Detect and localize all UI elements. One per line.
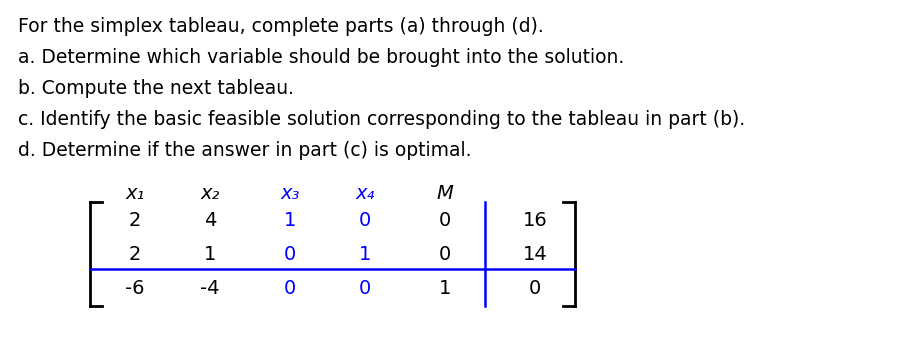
Text: For the simplex tableau, complete parts (a) through (d).: For the simplex tableau, complete parts … <box>18 17 544 36</box>
Text: 2: 2 <box>129 210 141 230</box>
Text: 0: 0 <box>359 278 371 297</box>
Text: x₃: x₃ <box>281 184 300 203</box>
Text: 0: 0 <box>359 210 371 230</box>
Text: M: M <box>437 184 453 203</box>
Text: -4: -4 <box>200 278 219 297</box>
Text: b. Compute the next tableau.: b. Compute the next tableau. <box>18 79 294 98</box>
Text: a. Determine which variable should be brought into the solution.: a. Determine which variable should be br… <box>18 48 624 67</box>
Text: 1: 1 <box>204 245 217 264</box>
Text: 0: 0 <box>284 245 296 264</box>
Text: 2: 2 <box>129 245 141 264</box>
Text: d. Determine if the answer in part (c) is optimal.: d. Determine if the answer in part (c) i… <box>18 141 472 160</box>
Text: 0: 0 <box>439 210 452 230</box>
Text: x₄: x₄ <box>356 184 375 203</box>
Text: x₁: x₁ <box>125 184 144 203</box>
Text: 16: 16 <box>523 210 547 230</box>
Text: 4: 4 <box>204 210 217 230</box>
Text: 1: 1 <box>439 278 452 297</box>
Text: x₂: x₂ <box>200 184 219 203</box>
Text: 1: 1 <box>284 210 296 230</box>
Text: -6: -6 <box>125 278 144 297</box>
Text: 14: 14 <box>523 245 547 264</box>
Text: 1: 1 <box>359 245 371 264</box>
Text: c. Identify the basic feasible solution corresponding to the tableau in part (b): c. Identify the basic feasible solution … <box>18 110 745 129</box>
Text: 0: 0 <box>439 245 452 264</box>
Text: 0: 0 <box>529 278 541 297</box>
Text: 0: 0 <box>284 278 296 297</box>
